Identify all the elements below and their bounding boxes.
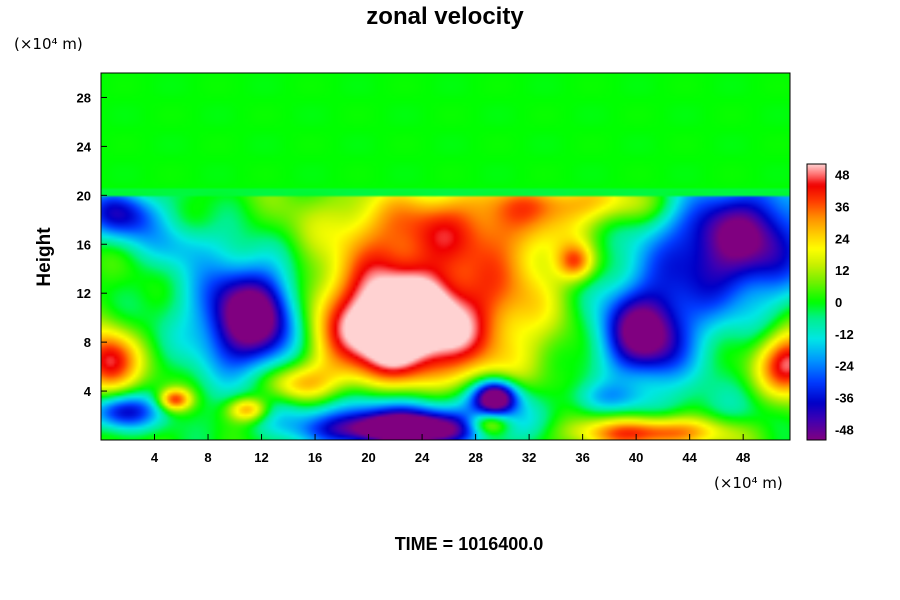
y-tick-label: 8 [84, 335, 91, 350]
chart-title: zonal velocity [366, 3, 524, 30]
x-axis-unit: (×10⁴ m) [714, 474, 783, 492]
x-tick-label: 48 [736, 450, 750, 465]
x-tick-label: 4 [151, 450, 159, 465]
x-tick-label: 36 [575, 450, 589, 465]
colorbar-tick-label: 0 [835, 295, 842, 310]
x-tick-label: 24 [415, 450, 430, 465]
colorbar-tick-label: 36 [835, 199, 849, 214]
x-tick-label: 20 [361, 450, 375, 465]
colorbar [806, 163, 827, 441]
colorbar-tick-label: -12 [835, 327, 854, 342]
colorbar-tick-label: 48 [835, 168, 849, 183]
y-tick-label: 20 [77, 188, 91, 203]
colorbar-tick-label: -48 [835, 422, 854, 437]
colorbar-tick-label: 12 [835, 263, 849, 278]
x-tick-label: 12 [254, 450, 268, 465]
x-axis-ticks: 4 8 12 16 20 24 28 32 36 40 44 48 [151, 434, 750, 465]
y-axis-ticks: 4 8 12 16 20 24 28 [77, 90, 107, 399]
x-tick-label: 28 [468, 450, 482, 465]
colorbar-frame [806, 163, 827, 441]
x-tick-label: 8 [204, 450, 211, 465]
x-tick-label: 32 [522, 450, 536, 465]
velocity-field [101, 73, 790, 440]
x-tick-label: 16 [308, 450, 322, 465]
colorbar-tick-label: 24 [835, 231, 850, 246]
y-axis-label: Height [34, 227, 55, 287]
colorbar-gradient [807, 164, 826, 440]
plot-frame [100, 72, 791, 441]
x-tick-label: 44 [682, 450, 697, 465]
colorbar-tick-label: -36 [835, 391, 854, 406]
y-tick-label: 4 [84, 384, 92, 399]
y-axis-unit: (×10⁴ m) [14, 35, 83, 53]
y-tick-label: 24 [77, 139, 92, 154]
y-tick-label: 16 [77, 237, 91, 252]
x-tick-label: 40 [629, 450, 643, 465]
y-tick-label: 28 [77, 90, 91, 105]
time-label: TIME = 1016400.0 [395, 534, 544, 554]
y-tick-label: 12 [77, 286, 91, 301]
plot-area [100, 72, 791, 441]
colorbar-tick-label: -24 [835, 359, 855, 374]
colorbar-ticks: 48 36 24 12 0 -12 -24 -36 -48 [835, 168, 855, 438]
